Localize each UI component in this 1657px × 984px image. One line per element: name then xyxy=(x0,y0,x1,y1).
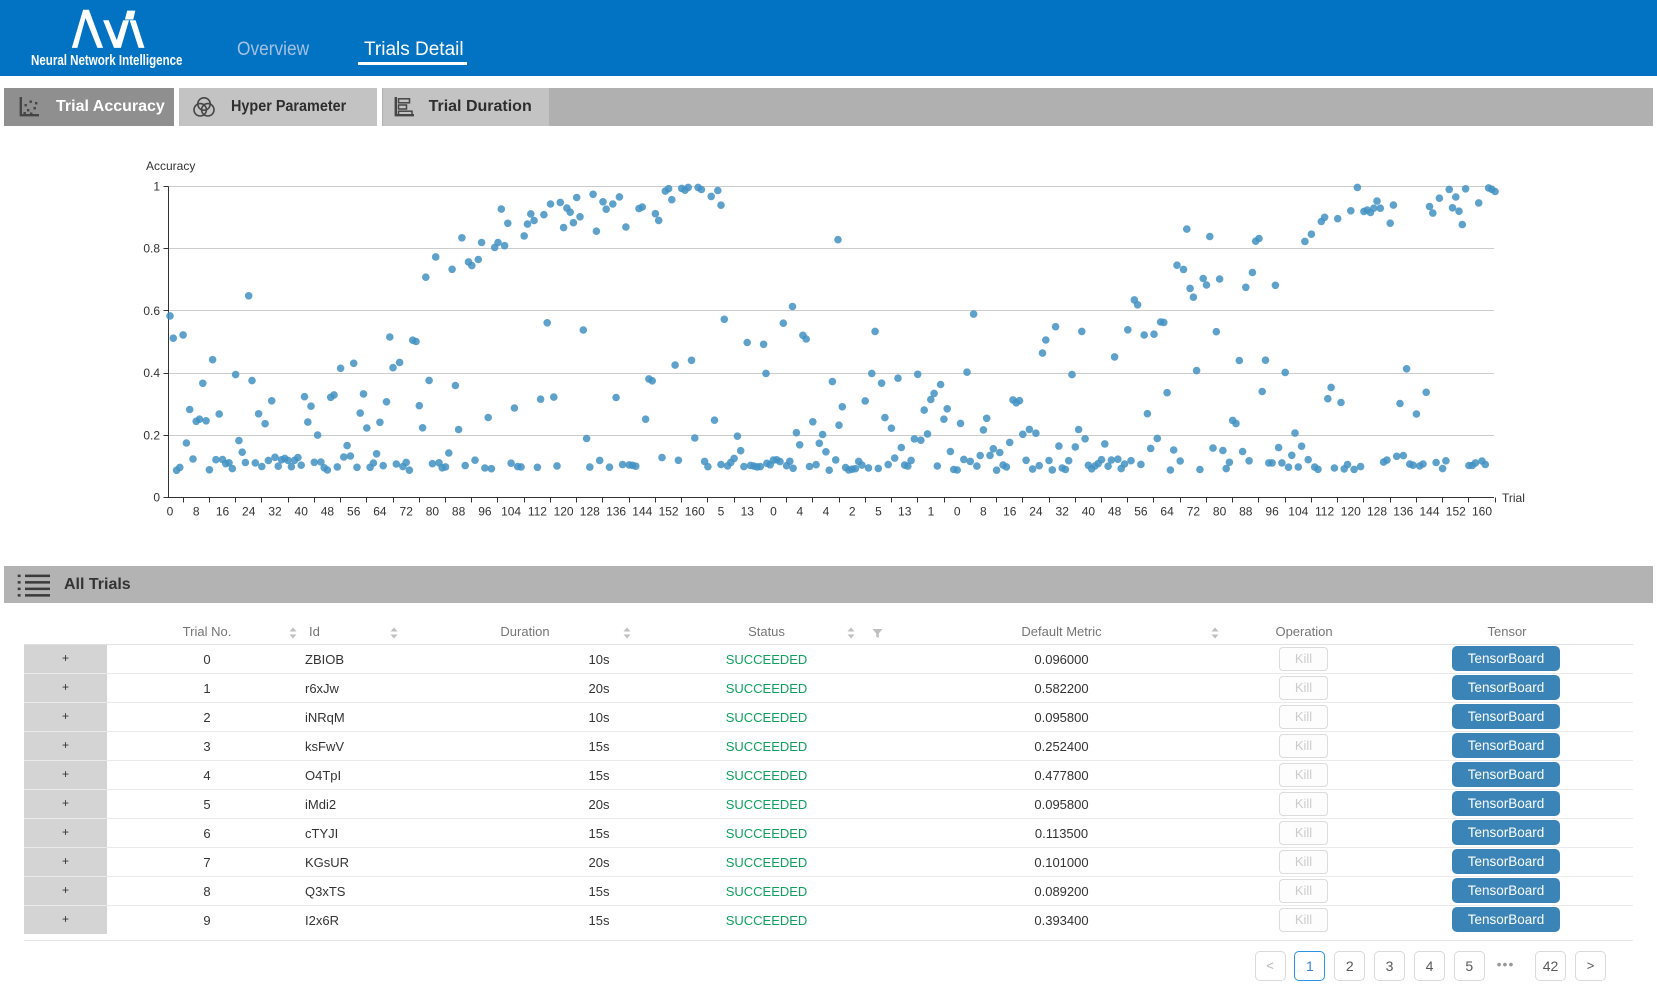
svg-text:5: 5 xyxy=(875,505,882,519)
svg-text:152: 152 xyxy=(659,505,679,519)
svg-text:64: 64 xyxy=(1160,505,1174,519)
svg-text:152: 152 xyxy=(1446,505,1466,519)
svg-text:24: 24 xyxy=(1029,505,1043,519)
svg-text:64: 64 xyxy=(373,505,387,519)
svg-text:Trial: Trial xyxy=(1502,491,1525,505)
svg-text:56: 56 xyxy=(347,505,361,519)
svg-text:144: 144 xyxy=(1419,505,1439,519)
svg-text:160: 160 xyxy=(685,505,705,519)
svg-text:8: 8 xyxy=(980,505,987,519)
svg-text:1: 1 xyxy=(153,180,160,194)
svg-text:128: 128 xyxy=(580,505,600,519)
svg-text:0.8: 0.8 xyxy=(143,242,160,256)
svg-text:32: 32 xyxy=(268,505,282,519)
svg-text:8: 8 xyxy=(193,505,200,519)
svg-text:0: 0 xyxy=(167,505,174,519)
svg-text:112: 112 xyxy=(1315,505,1334,519)
svg-text:5: 5 xyxy=(718,505,725,519)
svg-text:136: 136 xyxy=(606,505,626,519)
svg-text:13: 13 xyxy=(741,505,755,519)
svg-text:0: 0 xyxy=(770,505,777,519)
svg-text:120: 120 xyxy=(554,505,574,519)
svg-text:4: 4 xyxy=(823,505,830,519)
svg-text:96: 96 xyxy=(1265,505,1279,519)
svg-text:128: 128 xyxy=(1367,505,1387,519)
svg-text:0: 0 xyxy=(153,491,160,505)
svg-text:0.4: 0.4 xyxy=(143,366,160,380)
svg-text:16: 16 xyxy=(1003,505,1017,519)
svg-text:24: 24 xyxy=(242,505,256,519)
svg-text:80: 80 xyxy=(426,505,440,519)
svg-text:Accuracy: Accuracy xyxy=(146,159,195,173)
svg-text:136: 136 xyxy=(1393,505,1413,519)
svg-text:40: 40 xyxy=(1082,505,1096,519)
svg-text:144: 144 xyxy=(632,505,652,519)
svg-text:80: 80 xyxy=(1213,505,1227,519)
svg-text:0.2: 0.2 xyxy=(143,428,160,442)
svg-text:104: 104 xyxy=(1288,505,1308,519)
svg-text:72: 72 xyxy=(1187,505,1201,519)
svg-text:48: 48 xyxy=(321,505,335,519)
svg-text:4: 4 xyxy=(796,505,803,519)
svg-text:72: 72 xyxy=(400,505,414,519)
svg-text:96: 96 xyxy=(478,505,492,519)
svg-text:0: 0 xyxy=(954,505,961,519)
svg-text:88: 88 xyxy=(1239,505,1253,519)
svg-text:48: 48 xyxy=(1108,505,1122,519)
svg-text:40: 40 xyxy=(295,505,309,519)
svg-text:13: 13 xyxy=(898,505,912,519)
svg-text:160: 160 xyxy=(1472,505,1492,519)
svg-text:32: 32 xyxy=(1056,505,1070,519)
svg-text:16: 16 xyxy=(216,505,230,519)
svg-text:1: 1 xyxy=(928,505,935,519)
svg-text:0.6: 0.6 xyxy=(143,304,160,318)
svg-text:56: 56 xyxy=(1134,505,1148,519)
svg-text:2: 2 xyxy=(849,505,856,519)
svg-text:104: 104 xyxy=(501,505,521,519)
svg-text:88: 88 xyxy=(452,505,466,519)
svg-text:120: 120 xyxy=(1341,505,1361,519)
svg-text:112: 112 xyxy=(528,505,547,519)
